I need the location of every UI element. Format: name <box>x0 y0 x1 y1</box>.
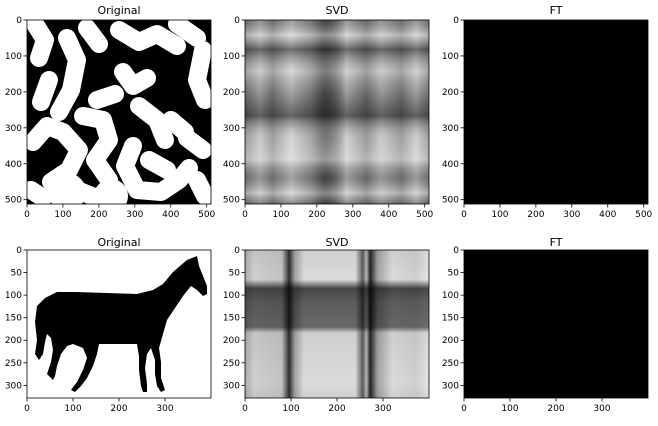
panel-svd-blobs: SVD <box>244 4 430 205</box>
y-tick-label: 150 <box>223 314 240 324</box>
panel-ft-horse: FT <box>463 236 649 399</box>
x-tick-label: 400 <box>380 210 397 220</box>
panel-title: SVD <box>326 236 349 249</box>
y-tick-label: 0 <box>16 16 22 26</box>
y-tick-label: 100 <box>442 52 459 62</box>
panel-svd-horse: SVD <box>244 236 430 399</box>
panel-title: Original <box>97 236 140 249</box>
x-tick-label: 400 <box>599 210 616 220</box>
svd-plaid-image <box>245 20 429 204</box>
y-tick-label: 100 <box>5 52 22 62</box>
x-tick-label: 0 <box>242 404 248 414</box>
y-tick-label: 200 <box>442 336 459 346</box>
x-tick-label: 100 <box>54 210 71 220</box>
y-tick-label: 250 <box>442 359 459 369</box>
y-tick-label: 0 <box>16 246 22 256</box>
y-tick-label: 0 <box>234 246 240 256</box>
x-tick-label: 0 <box>24 210 30 220</box>
y-tick-label: 250 <box>223 359 240 369</box>
y-tick-label: 50 <box>448 269 460 279</box>
y-tick-label: 100 <box>223 52 240 62</box>
y-tick-label: 0 <box>453 16 459 26</box>
x-tick-label: 400 <box>162 210 179 220</box>
x-tick-label: 200 <box>308 210 325 220</box>
x-tick-label: 300 <box>126 210 143 220</box>
x-tick-label: 200 <box>328 404 345 414</box>
x-tick-label: 0 <box>461 404 467 414</box>
y-tick-label: 250 <box>5 359 22 369</box>
ft-image <box>464 20 648 204</box>
x-tick-label: 100 <box>491 210 508 220</box>
y-tick-label: 50 <box>11 269 23 279</box>
y-tick-label: 300 <box>223 381 240 391</box>
y-tick-label: 0 <box>234 16 240 26</box>
y-tick-label: 100 <box>442 291 459 301</box>
y-tick-label: 100 <box>223 291 240 301</box>
x-tick-label: 500 <box>635 210 652 220</box>
panel-original-blobs: Original <box>26 4 212 205</box>
x-tick-label: 200 <box>527 210 544 220</box>
x-tick-label: 500 <box>416 210 433 220</box>
blob-image <box>27 20 211 204</box>
y-tick-label: 200 <box>5 336 22 346</box>
y-tick-label: 300 <box>223 124 240 134</box>
y-tick-label: 200 <box>442 88 459 98</box>
y-tick-label: 200 <box>223 336 240 346</box>
panel-title: FT <box>550 4 563 17</box>
ft-image <box>464 250 648 398</box>
x-tick-label: 200 <box>90 210 107 220</box>
y-tick-label: 150 <box>5 314 22 324</box>
y-tick-label: 400 <box>442 160 459 170</box>
x-tick-label: 0 <box>461 210 467 220</box>
panel-ft-blobs: FT <box>463 4 649 205</box>
panel-original-horse: Original <box>26 236 212 399</box>
panel-title: Original <box>97 4 140 17</box>
x-tick-label: 300 <box>156 404 173 414</box>
y-tick-label: 200 <box>223 88 240 98</box>
y-tick-label: 150 <box>442 314 459 324</box>
y-tick-label: 100 <box>5 291 22 301</box>
x-tick-label: 200 <box>110 404 127 414</box>
x-tick-label: 300 <box>593 404 610 414</box>
x-tick-label: 100 <box>501 404 518 414</box>
y-tick-label: 500 <box>223 196 240 206</box>
x-tick-label: 500 <box>198 210 215 220</box>
y-tick-label: 300 <box>442 381 459 391</box>
x-tick-label: 100 <box>282 404 299 414</box>
x-tick-label: 300 <box>563 210 580 220</box>
y-tick-label: 200 <box>5 88 22 98</box>
x-tick-label: 100 <box>272 210 289 220</box>
x-tick-label: 100 <box>64 404 81 414</box>
y-tick-label: 400 <box>223 160 240 170</box>
y-tick-label: 500 <box>5 196 22 206</box>
y-tick-label: 300 <box>442 124 459 134</box>
svd-plaid-image <box>245 250 429 398</box>
panel-title: FT <box>550 236 563 249</box>
y-tick-label: 300 <box>5 124 22 134</box>
y-tick-label: 0 <box>453 246 459 256</box>
y-tick-label: 400 <box>5 160 22 170</box>
x-tick-label: 300 <box>344 210 361 220</box>
horse-silhouette <box>35 256 207 392</box>
x-tick-label: 300 <box>374 404 391 414</box>
x-tick-label: 200 <box>547 404 564 414</box>
panel-title: SVD <box>326 4 349 17</box>
y-tick-label: 50 <box>229 269 241 279</box>
y-tick-label: 300 <box>5 381 22 391</box>
y-tick-label: 500 <box>442 196 459 206</box>
x-tick-label: 0 <box>24 404 30 414</box>
horse-image <box>27 250 211 398</box>
x-tick-label: 0 <box>242 210 248 220</box>
